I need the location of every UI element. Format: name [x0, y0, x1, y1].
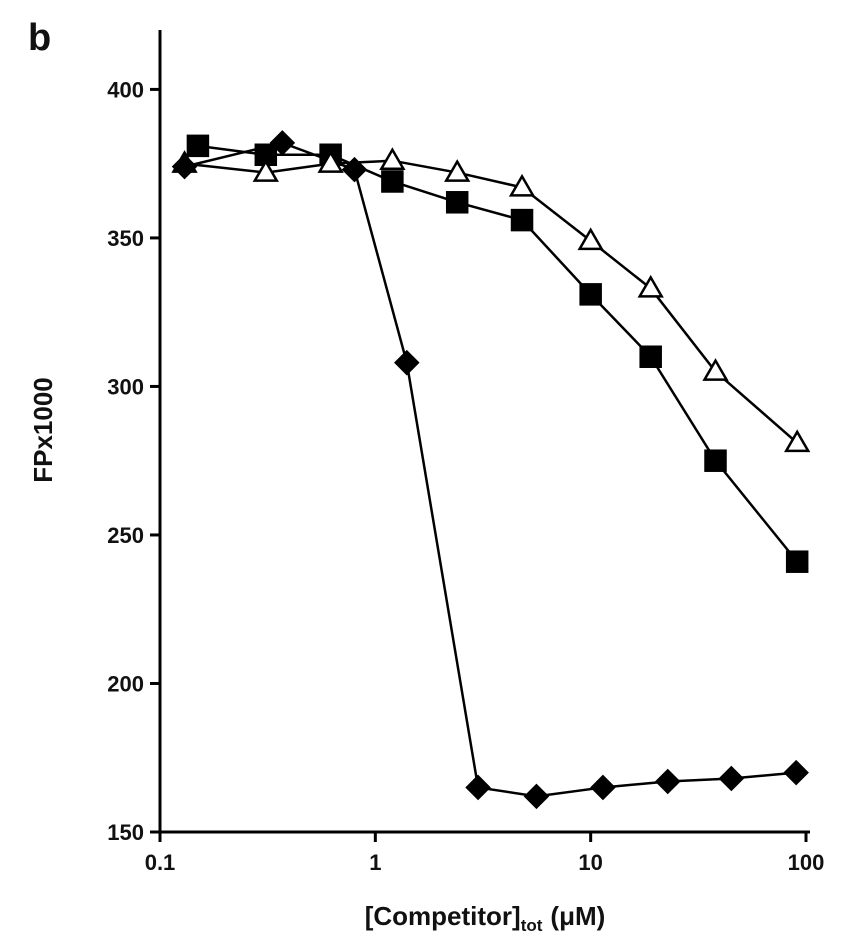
triangle-marker: [444, 159, 471, 182]
diamond-marker: [783, 759, 809, 786]
series-line: [184, 141, 797, 798]
y-axis-label: FPx1000: [28, 377, 58, 483]
x-axis-label-sub: tot: [521, 916, 543, 935]
diamond-marker: [654, 768, 681, 795]
x-tick-label: 10: [578, 850, 602, 875]
x-axis-label: [Competitor]tot (μM): [365, 901, 606, 935]
diamond-marker: [171, 153, 198, 180]
triangle-marker: [702, 358, 729, 381]
square-marker: [445, 191, 469, 214]
y-tick-label: 400: [107, 77, 144, 102]
triangle-marker: [379, 147, 406, 170]
square-marker: [186, 134, 210, 158]
triangle-marker: [252, 159, 279, 182]
diamond-marker: [718, 765, 745, 792]
diamond-marker: [523, 783, 550, 810]
square-marker: [510, 208, 534, 232]
y-tick-label: 200: [107, 671, 144, 696]
series-line: [184, 159, 799, 444]
square-marker: [704, 449, 727, 472]
diamond-marker: [465, 774, 491, 801]
square-marker: [579, 283, 602, 306]
diamond-marker: [590, 774, 616, 801]
square-marker: [785, 550, 809, 573]
x-axis-label-unit: (μM): [550, 901, 605, 931]
triangle-marker: [577, 227, 604, 251]
x-tick-label: 1: [369, 850, 381, 875]
triangle-marker: [637, 274, 664, 298]
diamond-marker: [341, 156, 368, 183]
y-tick-label: 300: [107, 374, 144, 399]
triangle-marker: [784, 429, 811, 453]
panel-label: b: [28, 17, 51, 59]
x-tick-label: 100: [788, 850, 825, 875]
x-tick-label: 0.1: [145, 850, 176, 875]
y-tick-label: 150: [107, 820, 144, 845]
y-tick-label: 250: [107, 523, 144, 548]
series-line: [197, 144, 799, 563]
diamond-marker: [394, 349, 420, 376]
square-marker: [381, 170, 404, 193]
diamond-marker: [269, 130, 296, 156]
triangle-marker: [317, 150, 344, 173]
triangle-marker: [508, 173, 536, 197]
square-marker: [639, 345, 662, 368]
x-axis-label-main: [Competitor]: [365, 901, 521, 931]
y-tick-label: 350: [107, 226, 144, 251]
